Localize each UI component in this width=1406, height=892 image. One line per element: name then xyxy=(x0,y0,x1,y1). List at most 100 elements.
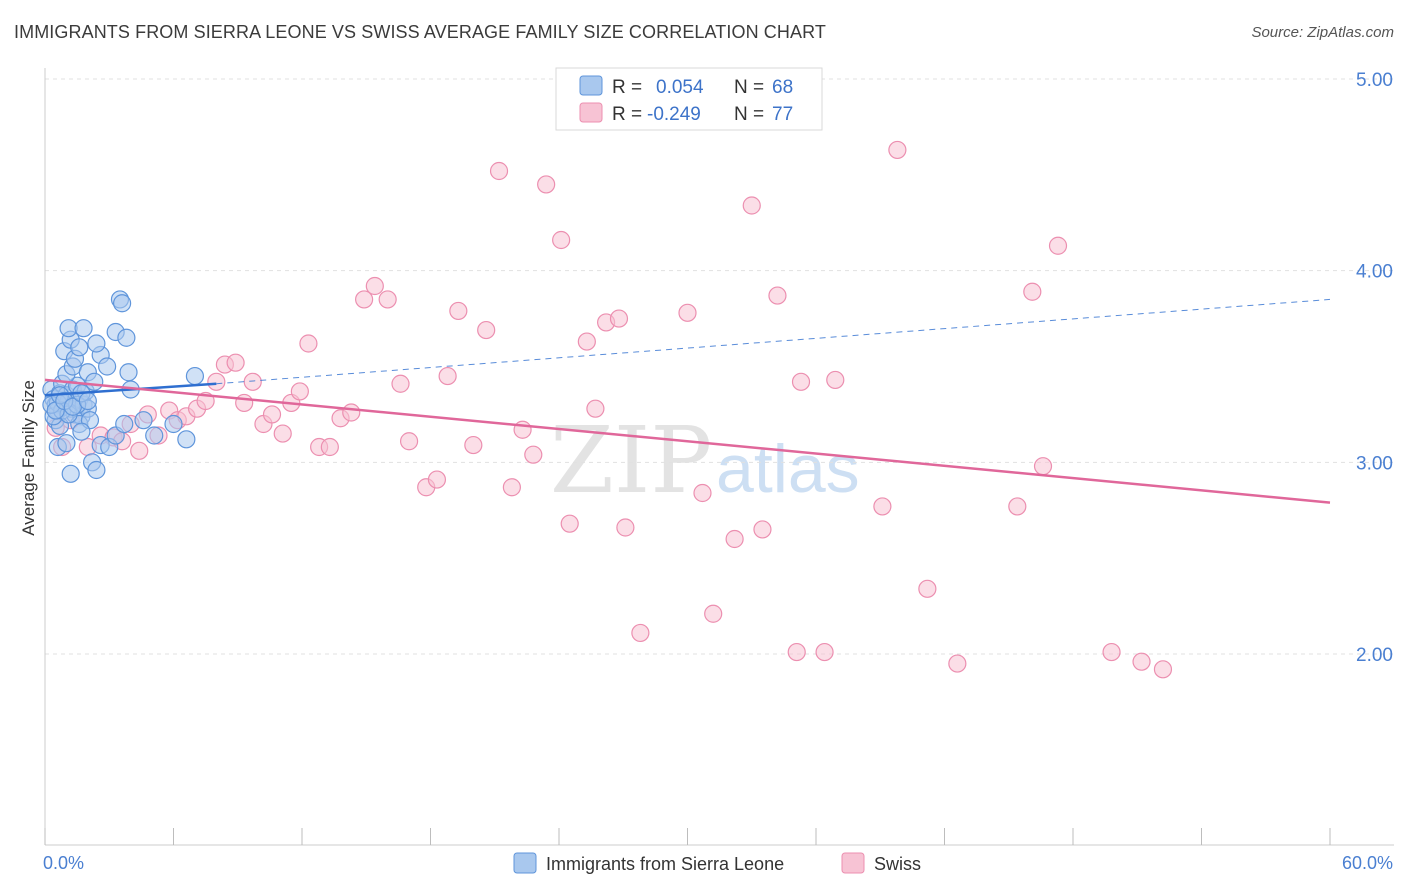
data-point-sierra-leone xyxy=(134,411,153,430)
trendline-sierra-leone-extrapolated xyxy=(216,298,1331,385)
data-point-sierra-leone xyxy=(72,422,91,441)
data-point-sierra-leone xyxy=(145,426,164,445)
data-point-sierra-leone xyxy=(185,366,205,386)
data-point-swiss xyxy=(815,642,834,662)
data-point-swiss xyxy=(464,435,483,455)
data-point-sierra-leone xyxy=(74,319,93,338)
data-point-swiss xyxy=(1153,660,1173,679)
data-point-swiss xyxy=(693,483,712,503)
data-point-swiss xyxy=(1008,497,1027,516)
chart-title: IMMIGRANTS FROM SIERRA LEONE VS SWISS AV… xyxy=(14,22,826,42)
data-point-swiss xyxy=(725,529,744,549)
data-point-sierra-leone xyxy=(98,357,117,376)
x-ticks xyxy=(44,828,1331,845)
data-point-sierra-leone xyxy=(119,363,138,382)
data-point-swiss xyxy=(552,230,571,250)
legend-r-value-1: 0.054 xyxy=(656,77,704,98)
data-point-swiss xyxy=(826,370,845,390)
data-point-swiss xyxy=(290,382,309,401)
data-point-swiss xyxy=(365,276,384,296)
data-point-swiss xyxy=(438,366,457,386)
data-point-swiss xyxy=(355,290,374,309)
data-point-swiss xyxy=(235,393,254,413)
data-point-swiss xyxy=(918,579,937,598)
data-point-swiss xyxy=(609,309,629,328)
legend-r-label-1: R = xyxy=(612,77,642,98)
legend-swatch-pink xyxy=(579,102,603,123)
bottom-legend-swatch-pink xyxy=(841,852,865,874)
watermark-atlas: atlas xyxy=(716,431,860,507)
data-point-swiss xyxy=(1102,642,1121,662)
data-point-swiss xyxy=(888,140,907,160)
source-credit: Source: ZipAtlas.com xyxy=(1251,24,1394,41)
data-point-swiss xyxy=(768,286,787,305)
bottom-legend-swatch-blue xyxy=(513,852,537,874)
legend-n-value-2: 77 xyxy=(772,104,793,125)
legend-swatch-blue xyxy=(579,75,603,96)
bottom-legend-label-sierra-leone: Immigrants from Sierra Leone xyxy=(546,854,784,874)
y-tick-label: 2.00 xyxy=(1356,645,1393,666)
data-point-sierra-leone xyxy=(164,414,183,434)
data-point-swiss xyxy=(273,424,292,443)
data-point-swiss xyxy=(378,290,397,309)
data-point-swiss xyxy=(449,301,468,321)
data-point-sierra-leone xyxy=(78,391,97,411)
data-point-swiss xyxy=(948,654,967,673)
data-point-swiss xyxy=(391,374,410,393)
data-point-swiss xyxy=(207,372,226,391)
data-point-sierra-leone xyxy=(177,430,196,449)
legend-n-label-2: N = xyxy=(734,104,764,125)
legend-n-label-1: N = xyxy=(734,77,764,98)
data-point-swiss xyxy=(1023,282,1042,301)
y-tick-label: 5.00 xyxy=(1356,70,1393,91)
x-tick-label-max: 60.0% xyxy=(1342,853,1393,873)
y-axis-label: Average Family Size xyxy=(19,380,38,536)
data-point-swiss xyxy=(1033,457,1053,476)
trendlines xyxy=(44,298,1331,504)
data-point-swiss xyxy=(537,175,556,194)
data-point-sierra-leone xyxy=(61,464,80,483)
data-point-swiss xyxy=(299,334,318,353)
data-point-swiss xyxy=(1132,652,1151,671)
data-point-swiss xyxy=(226,353,245,372)
watermark-zip: ZIP xyxy=(550,407,712,514)
data-point-swiss xyxy=(586,399,605,418)
y-tick-label: 3.00 xyxy=(1356,453,1393,474)
data-point-swiss xyxy=(320,437,339,457)
gridlines xyxy=(45,78,1394,655)
y-tick-labels: 2.00 3.00 4.00 5.00 xyxy=(1356,70,1393,666)
legend-r-value-2: -0.249 xyxy=(647,104,701,125)
data-point-swiss xyxy=(753,520,772,539)
legend: R = 0.054 N = 68 R = -0.249 N = 77 xyxy=(555,67,823,131)
legend-r-label-2: R = xyxy=(612,104,642,125)
data-point-swiss xyxy=(342,403,361,422)
trendline-swiss xyxy=(44,378,1331,504)
data-point-swiss xyxy=(262,405,282,424)
data-point-swiss xyxy=(742,196,761,215)
data-point-swiss xyxy=(678,303,697,322)
data-point-swiss xyxy=(427,470,447,489)
data-point-sierra-leone xyxy=(112,294,132,313)
data-point-swiss xyxy=(524,445,543,464)
legend-n-value-1: 68 xyxy=(772,77,793,98)
data-point-swiss xyxy=(477,320,496,340)
sierra-leone-points xyxy=(42,290,205,483)
data-point-swiss xyxy=(130,441,149,460)
data-point-sierra-leone xyxy=(57,434,76,453)
data-point-swiss xyxy=(873,497,892,516)
y-tick-label: 4.00 xyxy=(1356,262,1393,283)
data-point-sierra-leone xyxy=(87,460,106,480)
data-point-sierra-leone xyxy=(117,328,136,347)
x-tick-label-min: 0.0% xyxy=(43,853,84,873)
data-point-swiss xyxy=(502,478,521,497)
data-point-swiss xyxy=(791,372,811,391)
bottom-legend: Immigrants from Sierra Leone Swiss xyxy=(513,852,921,874)
data-point-swiss xyxy=(560,514,579,533)
data-point-sierra-leone xyxy=(87,334,106,353)
axes xyxy=(44,68,1394,846)
trendline-sierra-leone xyxy=(44,382,217,397)
data-point-swiss xyxy=(577,332,596,351)
bottom-legend-label-swiss: Swiss xyxy=(874,854,921,874)
data-point-swiss xyxy=(489,161,509,181)
